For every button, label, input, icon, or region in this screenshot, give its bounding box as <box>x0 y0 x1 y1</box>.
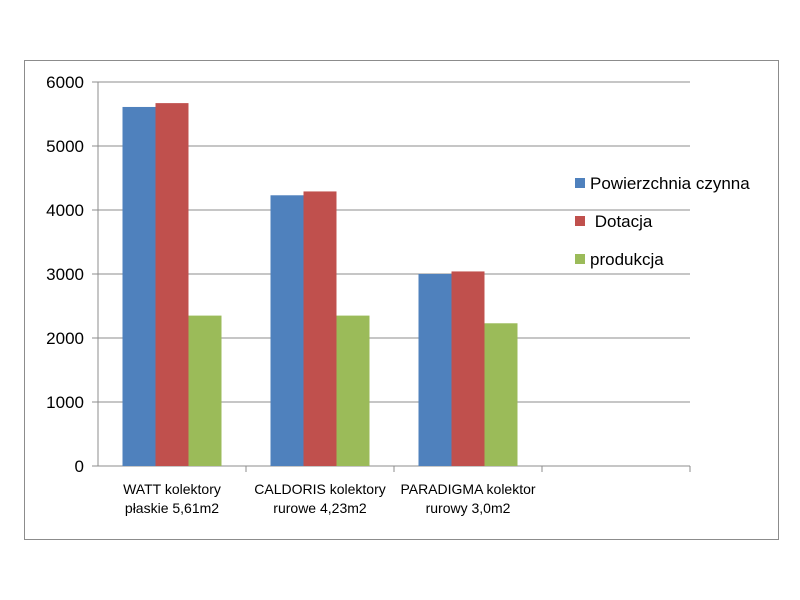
legend-label: Dotacja <box>590 212 653 231</box>
x-tick-label: płaskie 5,61m2 <box>125 500 219 516</box>
bar-dotacja <box>303 191 337 466</box>
bar-powierzchnia-czynna <box>270 195 304 466</box>
bar-produkcja <box>336 315 370 466</box>
legend-swatch <box>575 254 585 264</box>
x-tick-label: WATT kolektory <box>123 481 221 497</box>
legend-swatch <box>575 178 585 188</box>
bar-dotacja <box>155 103 189 467</box>
y-axis: 0 1000 2000 3000 4000 5000 6000 <box>46 73 99 476</box>
legend-label: Powierzchnia czynna <box>590 174 750 193</box>
x-tick-label: PARADIGMA kolektor <box>400 481 535 497</box>
bars <box>122 103 518 467</box>
x-tick-label: rurowe 4,23m2 <box>273 500 367 516</box>
bar-produkcja <box>188 315 222 466</box>
y-tick-label: 1000 <box>46 393 84 412</box>
y-tick-label: 3000 <box>46 265 84 284</box>
y-tick-label: 5000 <box>46 137 84 156</box>
x-axis: WATT kolektory płaskie 5,61m2 CALDORIS kol… <box>98 465 691 516</box>
x-tick-label: CALDORIS kolektory <box>254 481 385 497</box>
legend-label: produkcja <box>590 250 664 269</box>
bar-produkcja <box>484 323 518 466</box>
bar-powierzchnia-czynna <box>122 106 156 467</box>
y-tick-label: 4000 <box>46 201 84 220</box>
y-tick-label: 2000 <box>46 329 84 348</box>
y-tick-label: 0 <box>75 457 84 476</box>
bar-powierzchnia-czynna <box>418 274 452 466</box>
legend-swatch <box>575 216 585 226</box>
y-tick-label: 6000 <box>46 73 84 92</box>
legend: Powierzchnia czynna Dotacja produkcja <box>575 174 750 269</box>
bar-dotacja <box>451 271 485 466</box>
x-tick-label: rurowy 3,0m2 <box>426 500 511 516</box>
